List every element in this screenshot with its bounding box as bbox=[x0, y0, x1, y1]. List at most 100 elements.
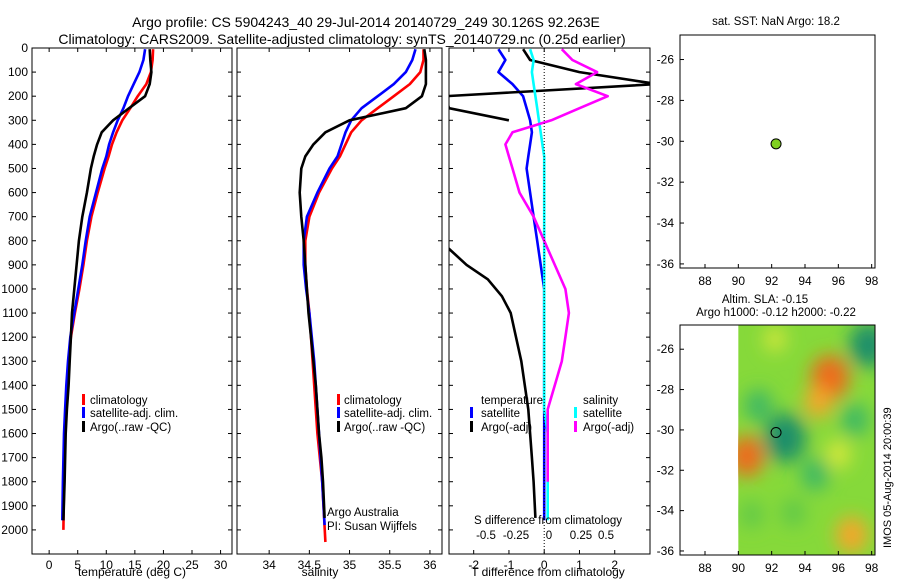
salinity-panel-xtick-label: 35.5 bbox=[378, 558, 402, 572]
sla-anomaly-blob bbox=[764, 327, 786, 352]
legend-label-satellite: satellite-adj. clim. bbox=[90, 408, 178, 420]
legend-swatch-climatology bbox=[82, 394, 85, 405]
depth-tick-label: 1600 bbox=[1, 427, 28, 441]
difference-panel-series-t-argo bbox=[449, 48, 650, 122]
temperature-xlabel: temperature (deg C) bbox=[78, 565, 186, 579]
depth-tick-label: 400 bbox=[8, 137, 28, 151]
sla-ytick-label: -32 bbox=[657, 463, 675, 477]
salinity-panel-xtick-label: 34 bbox=[262, 558, 276, 572]
legend-label-climatology: climatology bbox=[90, 395, 148, 407]
legend-swatch-s-satellite bbox=[574, 407, 577, 418]
sst-xtick-label: 98 bbox=[865, 274, 879, 288]
salinity-plot-area bbox=[298, 48, 428, 543]
legend-title-temperature: temperature bbox=[481, 395, 543, 407]
s-tick-0.5: 0.5 bbox=[598, 530, 614, 542]
depth-tick-label: 0 bbox=[21, 41, 28, 55]
sla-anomaly-blob bbox=[801, 457, 829, 491]
difference-plot-area bbox=[449, 48, 650, 554]
sla-ytick-label: -30 bbox=[657, 423, 675, 437]
temperature-panel-xtick-label: 5 bbox=[74, 558, 81, 572]
temperature-panel-series-climatology bbox=[62, 49, 155, 530]
difference-legend: temperature salinity satellite Argo(-adj… bbox=[470, 395, 634, 434]
legend-label-climatology: climatology bbox=[344, 395, 402, 407]
sst-ytick-label: -26 bbox=[657, 53, 675, 67]
legend-label-s-argo: Argo(-adj) bbox=[583, 422, 634, 434]
sla-anomaly-blob bbox=[781, 498, 806, 527]
legend-label-t-satellite: satellite bbox=[481, 408, 520, 420]
depth-tick-label: 1800 bbox=[1, 475, 28, 489]
depth-tick-label: 1700 bbox=[1, 451, 28, 465]
temperature-panel-xtick-label: 0 bbox=[46, 558, 53, 572]
sst-xtick-label: 90 bbox=[732, 274, 746, 288]
temperature-panel-xtick-label: 20 bbox=[157, 558, 171, 572]
sst-xtick-label: 92 bbox=[765, 274, 779, 288]
legend-label-s-satellite: satellite bbox=[583, 408, 622, 420]
legend-swatch-t-argo bbox=[470, 421, 473, 432]
legend-swatch-climatology bbox=[337, 394, 340, 405]
legend-swatch-argo bbox=[337, 421, 340, 432]
sla-ytick-label: -34 bbox=[657, 504, 675, 518]
s-tick--0.25: -0.25 bbox=[503, 530, 529, 542]
legend-swatch-s-argo bbox=[574, 421, 577, 432]
sla-title-line1: Altim. SLA: -0.15 bbox=[722, 294, 808, 306]
sla-field-features bbox=[738, 325, 875, 554]
sla-xtick-label: 94 bbox=[798, 561, 812, 575]
sla-ytick-label: -26 bbox=[657, 342, 675, 356]
depth-tick-label: 500 bbox=[8, 161, 28, 175]
sst-xtick-label: 96 bbox=[832, 274, 846, 288]
sst-plot-area bbox=[770, 138, 782, 150]
s-tick-0.25: 0.25 bbox=[570, 530, 592, 542]
legend-swatch-t-satellite bbox=[470, 407, 473, 418]
sst-xtick-label: 94 bbox=[798, 274, 812, 288]
sst-panel-title: sat. SST: NaN Argo: 18.2 bbox=[712, 16, 840, 28]
depth-tick-label: 1100 bbox=[2, 306, 28, 320]
sla-ytick-label: -36 bbox=[657, 544, 675, 558]
salinity-panel-series-climatology bbox=[303, 49, 425, 543]
salinity-panel-xtick-label: 36 bbox=[423, 558, 437, 572]
legend-swatch-argo bbox=[82, 421, 85, 432]
depth-tick-label: 200 bbox=[8, 89, 28, 103]
difference-panel-frame bbox=[448, 47, 651, 555]
salinity-panel-series-argo bbox=[298, 49, 428, 518]
sla-anomaly-blob bbox=[849, 325, 875, 368]
temperature-panel-series-satellite bbox=[61, 48, 147, 521]
difference-panel-xtick-label: 2 bbox=[611, 558, 618, 572]
sla-anomaly-blob bbox=[836, 516, 868, 554]
legend-swatch-satellite bbox=[337, 407, 340, 418]
depth-tick-label: 2000 bbox=[1, 523, 28, 537]
sst-ytick-label: -30 bbox=[657, 134, 675, 148]
sla-anomaly-blob bbox=[841, 403, 869, 437]
sla-ytick-label: -28 bbox=[657, 383, 675, 397]
difference-xlabel: T difference from climatology bbox=[471, 565, 625, 579]
annotation-institution: Argo Australia bbox=[327, 507, 399, 519]
legend-swatch-satellite bbox=[82, 407, 85, 418]
temperature-panel-series-argo bbox=[62, 49, 153, 521]
s-tick-0: 0 bbox=[546, 530, 552, 542]
legend-label-t-argo: Argo(-adj) bbox=[481, 422, 532, 434]
sst-xtick-label: 88 bbox=[698, 274, 712, 288]
sla-plot-area bbox=[770, 426, 782, 438]
sla-anomaly-blob bbox=[740, 501, 764, 529]
sla-xtick-label: 88 bbox=[698, 561, 712, 575]
sla-xtick-label: 92 bbox=[765, 561, 779, 575]
depth-tick-label: 1900 bbox=[1, 499, 28, 513]
depth-tick-label: 600 bbox=[8, 186, 28, 200]
sla-title-line2: Argo h1000: -0.12 h2000: -0.22 bbox=[696, 307, 856, 319]
figure-title-line2: Climatology: CARS2009. Satellite-adjuste… bbox=[58, 31, 625, 47]
salinity-panel-frame bbox=[236, 47, 443, 555]
sst-panel-frame bbox=[679, 34, 876, 269]
imos-timestamp: IMOS 05-Aug-2014 20:00:39 bbox=[882, 407, 894, 548]
temperature-plot-area bbox=[61, 48, 155, 530]
sla-xtick-label: 98 bbox=[865, 561, 879, 575]
sla-panel-frame bbox=[679, 324, 876, 556]
difference-panel-xtick-label: 0 bbox=[541, 558, 548, 572]
depth-tick-label: 300 bbox=[8, 113, 28, 127]
salinity-legend: climatology satellite-adj. clim. Argo(..… bbox=[337, 394, 432, 434]
sst-ytick-label: -32 bbox=[657, 175, 675, 189]
sla-anomaly-blob bbox=[804, 385, 833, 418]
sla-argo-position bbox=[770, 426, 782, 438]
annotation-pi: PI: Susan Wijffels bbox=[327, 521, 417, 533]
s-tick--0.5: -0.5 bbox=[476, 530, 496, 542]
temperature-panel-xtick-label: 30 bbox=[214, 558, 228, 572]
